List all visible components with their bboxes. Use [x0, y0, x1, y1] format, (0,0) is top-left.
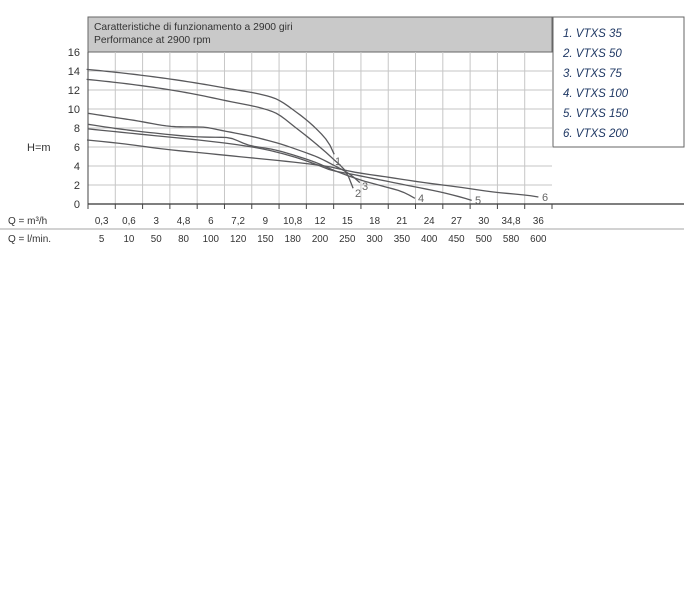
svg-text:4,8: 4,8	[177, 216, 191, 227]
svg-text:100: 100	[203, 234, 220, 245]
svg-text:0,6: 0,6	[122, 216, 136, 227]
svg-text:600: 600	[530, 234, 547, 245]
svg-text:10: 10	[68, 104, 80, 116]
svg-text:30: 30	[478, 216, 489, 227]
svg-text:15: 15	[342, 216, 353, 227]
svg-text:3: 3	[362, 181, 368, 193]
svg-text:14: 14	[68, 66, 80, 78]
svg-text:2: 2	[355, 188, 361, 200]
svg-text:24: 24	[424, 216, 435, 227]
svg-text:Performance at 2900 rpm: Performance at 2900 rpm	[94, 35, 211, 46]
svg-text:5: 5	[475, 195, 481, 207]
svg-text:50: 50	[151, 234, 162, 245]
svg-text:Q = l/min.: Q = l/min.	[8, 234, 51, 245]
svg-text:6: 6	[208, 216, 214, 227]
svg-text:500: 500	[476, 234, 493, 245]
svg-text:300: 300	[366, 234, 383, 245]
svg-text:3: 3	[154, 216, 160, 227]
svg-text:36: 36	[533, 216, 544, 227]
svg-text:4: 4	[418, 193, 424, 205]
svg-text:180: 180	[285, 234, 302, 245]
svg-text:9: 9	[263, 216, 268, 227]
svg-text:Q = m³/h: Q = m³/h	[8, 216, 47, 227]
svg-text:150: 150	[257, 234, 274, 245]
svg-text:1: 1	[335, 156, 341, 168]
svg-text:400: 400	[421, 234, 438, 245]
svg-text:4. VTXS 100: 4. VTXS 100	[563, 88, 629, 100]
svg-text:580: 580	[503, 234, 520, 245]
svg-text:200: 200	[312, 234, 329, 245]
svg-text:34,8: 34,8	[502, 216, 522, 227]
svg-text:2: 2	[74, 180, 80, 192]
svg-text:3. VTXS 75: 3. VTXS 75	[563, 68, 622, 80]
svg-text:10,8: 10,8	[283, 216, 303, 227]
svg-text:6. VTXS 200: 6. VTXS 200	[563, 128, 629, 140]
svg-text:12: 12	[68, 85, 80, 97]
svg-text:250: 250	[339, 234, 356, 245]
svg-text:2. VTXS 50: 2. VTXS 50	[562, 48, 622, 60]
svg-text:6: 6	[74, 142, 80, 154]
svg-text:4: 4	[74, 161, 80, 173]
svg-text:5: 5	[99, 234, 105, 245]
svg-text:21: 21	[396, 216, 407, 227]
svg-text:80: 80	[178, 234, 189, 245]
svg-text:Caratteristiche di funzionamen: Caratteristiche di funzionamento a 2900 …	[94, 22, 293, 33]
svg-text:450: 450	[448, 234, 465, 245]
svg-text:120: 120	[230, 234, 247, 245]
svg-text:8: 8	[74, 123, 80, 135]
svg-text:5. VTXS 150: 5. VTXS 150	[563, 108, 629, 120]
svg-text:0: 0	[74, 199, 80, 211]
svg-text:6: 6	[542, 192, 548, 204]
svg-text:350: 350	[394, 234, 411, 245]
svg-text:1. VTXS 35: 1. VTXS 35	[563, 28, 622, 40]
svg-text:7,2: 7,2	[231, 216, 245, 227]
svg-text:H=m: H=m	[27, 142, 51, 154]
svg-text:16: 16	[68, 47, 80, 59]
svg-text:12: 12	[315, 216, 326, 227]
svg-text:10: 10	[123, 234, 134, 245]
svg-text:0,3: 0,3	[95, 216, 109, 227]
svg-text:27: 27	[451, 216, 462, 227]
svg-text:18: 18	[369, 216, 380, 227]
